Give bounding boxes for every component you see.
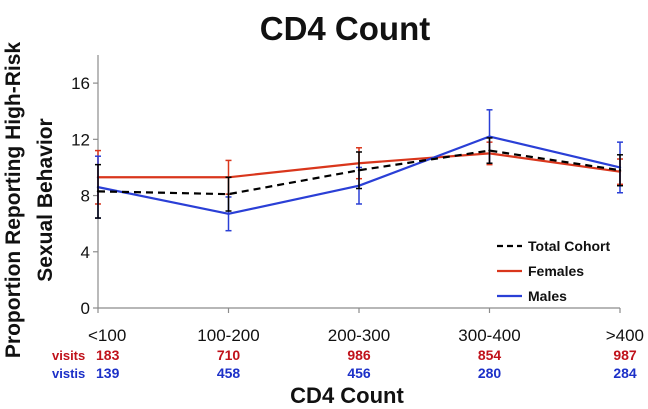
x-tick-label: 300-400 — [458, 326, 520, 345]
y-tick-labels: 0 4 8 12 16 — [71, 74, 90, 318]
data-point — [357, 169, 361, 172]
x-tick-labels: <100 100-200 200-300 300-400 >400 — [88, 326, 644, 345]
series-total-cohort — [95, 137, 623, 219]
series-line — [97, 149, 621, 196]
vistis-row-value: 456 — [347, 365, 371, 381]
x-tick-label: 100-200 — [197, 326, 259, 345]
vistis-row-value: 280 — [478, 365, 502, 381]
legend: Total Cohort Females Males — [497, 238, 611, 304]
y-tick-label: 16 — [71, 74, 90, 93]
data-point — [618, 169, 622, 172]
vistis-row-value: 139 — [96, 365, 120, 381]
visits-row-value: 986 — [347, 347, 371, 363]
data-point — [227, 212, 230, 216]
chart-title: CD4 Count — [260, 10, 430, 47]
y-axis-label-line2: Sexual Behavior — [34, 118, 57, 281]
y-tick-label: 8 — [81, 187, 90, 206]
data-point — [488, 135, 491, 138]
visits-row: visits 183 710 986 854 987 — [52, 347, 637, 363]
visits-row-value: 987 — [613, 347, 637, 363]
legend-label: Total Cohort — [528, 238, 611, 254]
data-point — [96, 190, 100, 193]
visits-row-value: 854 — [478, 347, 502, 363]
data-point — [488, 149, 491, 152]
x-tick-label: <100 — [88, 326, 126, 345]
y-axis-label-line1: Proportion Reporting High-Risk — [2, 42, 25, 358]
y-tick-label: 12 — [71, 130, 90, 149]
x-tick-label: >400 — [606, 326, 644, 345]
x-tick-label: 200-300 — [328, 326, 390, 345]
vistis-row-value: 284 — [613, 365, 637, 381]
visits-row-label: visits — [52, 348, 85, 363]
y-tick-label: 4 — [81, 243, 90, 262]
legend-label: Females — [528, 263, 584, 279]
vistis-row-label: vistis — [52, 366, 85, 381]
legend-label: Males — [528, 288, 567, 304]
y-tick-label: 0 — [81, 299, 90, 318]
visits-row-value: 183 — [96, 347, 120, 363]
x-axis-label: CD4 Count — [290, 383, 404, 408]
vistis-row-value: 458 — [217, 365, 241, 381]
series-layer — [95, 109, 623, 232]
vistis-row: vistis 139 458 456 280 284 — [52, 365, 637, 381]
visits-row-value: 710 — [217, 347, 241, 363]
data-point — [227, 192, 230, 196]
